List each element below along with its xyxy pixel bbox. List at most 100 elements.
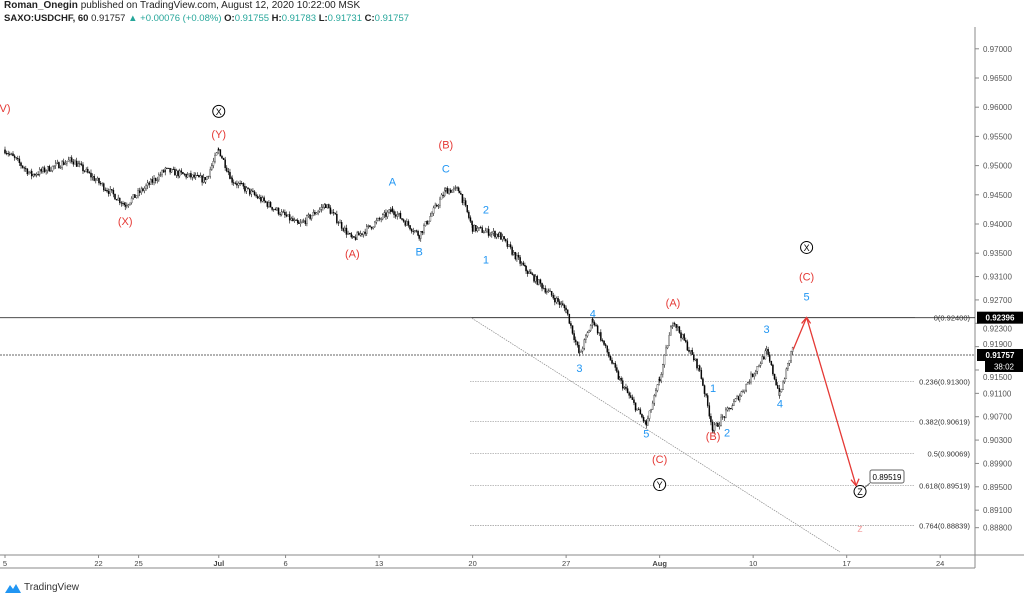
y-tick-label: 0.89100 [983,506,1012,515]
wave-label: z [857,523,863,535]
candle [279,213,281,215]
candle [366,226,368,234]
candle [689,350,692,352]
candle [534,276,537,282]
candle [414,230,416,232]
candle [588,330,590,333]
x-tick-label: Jul [213,559,224,568]
candle [546,291,548,293]
candle [765,349,768,352]
published-text: published on TradingView.com, August 12,… [80,0,361,11]
candle [21,165,24,168]
candle [688,349,690,352]
candle [402,219,405,222]
candle [285,214,288,217]
candle [361,233,363,235]
y-tick-label: 0.92700 [983,296,1012,305]
candle [301,221,303,223]
candle [683,334,685,341]
candle [218,149,220,151]
candle [673,323,676,325]
x-tick-label: 22 [94,559,102,568]
candle [342,228,344,231]
candle [378,218,381,220]
candle [742,391,744,393]
candle [142,188,144,191]
tradingview-icon [5,583,21,593]
candle [565,309,567,313]
candle [201,175,203,183]
candle [578,352,581,354]
candle [96,178,99,181]
candle [252,190,254,192]
candle [578,344,580,353]
candle [170,168,173,173]
wave-label: (C) [652,454,667,466]
candle [785,368,788,379]
candle [710,416,712,423]
y-tick-label: 0.91900 [983,340,1012,349]
brand: TradingView [24,582,80,593]
candle [634,402,637,411]
y-tick-label: 0.93500 [983,249,1012,258]
candle [409,225,411,230]
candle [356,232,358,240]
candle [763,356,765,360]
trend-line [469,316,841,553]
author[interactable]: Roman_Onegin [4,0,78,11]
candle [456,187,458,189]
candle [524,264,526,267]
candle [420,231,422,239]
candle [461,193,464,203]
candle [134,194,136,198]
symbol-info: SAXO:USDCHF, 60 0.91757 ▲ +0.00076 (+0.0… [4,13,409,24]
candle [715,423,718,426]
candle [334,212,336,215]
candle [641,414,643,418]
candle [135,195,138,198]
candle [554,297,556,303]
y-tick-label: 0.95500 [983,132,1012,141]
candle [351,236,354,238]
x-tick-label: 25 [134,559,142,568]
candle [733,401,735,406]
price-label: 0.92396 [986,314,1015,323]
candle [77,163,79,167]
candle [183,173,186,175]
candle [743,389,746,392]
candle [563,305,566,309]
candle [576,341,579,346]
candle [656,384,659,391]
candle [9,153,11,155]
candle [229,172,231,179]
candle [468,211,470,218]
tradingview-logo[interactable]: TradingView [5,582,79,593]
candle [193,174,195,178]
candle [196,175,199,176]
candle [662,364,664,375]
candle [598,332,600,334]
candle [358,232,360,236]
candle [573,333,575,341]
candle [483,232,485,234]
candle [547,290,550,292]
candle [530,271,532,274]
candle [256,195,259,199]
candle [672,323,674,326]
y-tick-label: 0.89500 [983,483,1012,492]
candle [665,347,667,356]
wave-label: Z [857,487,863,497]
low: 0.91731 [327,13,362,24]
wave-label: (B) [439,140,454,152]
candle [466,205,468,213]
candle [458,190,460,194]
y-tick-label: 0.96000 [983,103,1012,112]
candle [236,183,238,186]
candle [650,409,652,412]
candle [519,257,521,264]
y-tick-label: 0.96500 [983,74,1012,83]
wave-label: (A) [666,297,681,309]
candle [601,340,604,342]
candle [344,227,346,231]
